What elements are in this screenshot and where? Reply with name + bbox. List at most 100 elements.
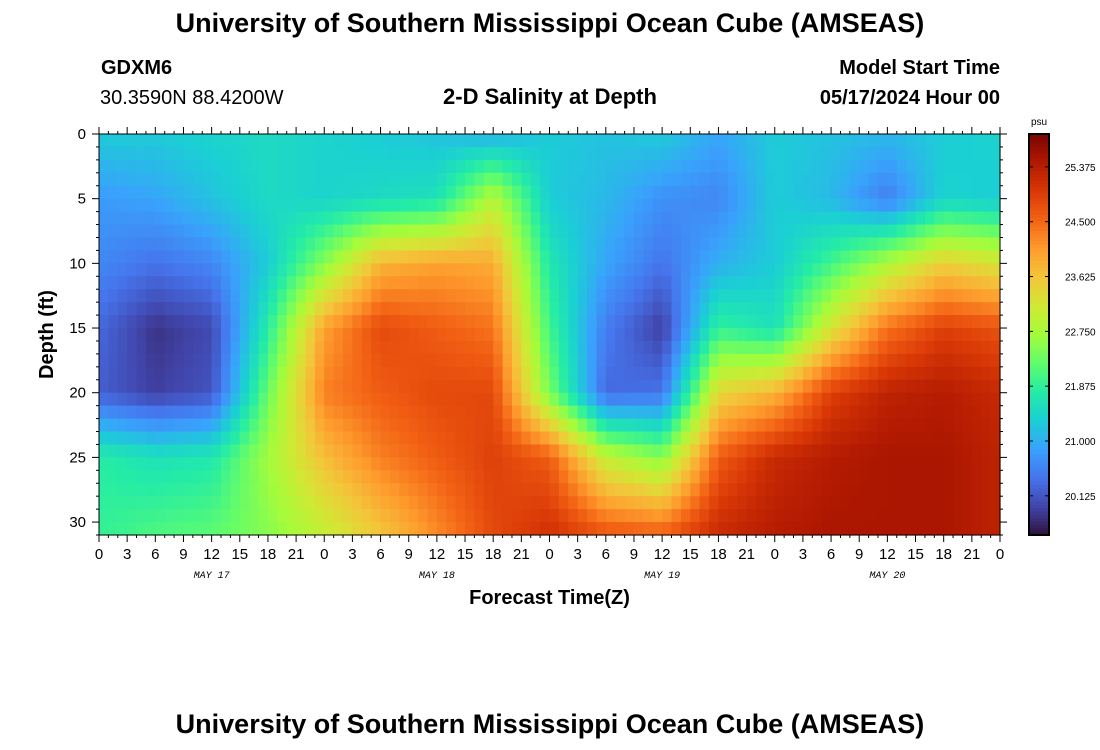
heatmap-cell bbox=[408, 328, 419, 342]
heatmap-cell bbox=[99, 211, 109, 226]
heatmap-cell bbox=[699, 198, 710, 213]
heatmap-cell bbox=[436, 431, 447, 446]
heatmap-cell bbox=[371, 418, 382, 433]
heatmap-cell bbox=[305, 509, 316, 523]
heatmap-cell bbox=[324, 328, 335, 342]
heatmap-cell bbox=[896, 263, 907, 277]
heatmap-cell bbox=[605, 353, 616, 368]
heatmap-cell bbox=[286, 134, 297, 148]
heatmap-cell bbox=[530, 340, 541, 355]
heatmap-cell bbox=[596, 289, 607, 303]
heatmap-cell bbox=[558, 470, 569, 484]
heatmap-cell bbox=[296, 366, 307, 381]
heatmap-cell bbox=[399, 224, 410, 239]
heatmap-cell bbox=[962, 431, 973, 446]
heatmap-cell bbox=[192, 134, 203, 148]
heatmap-cell bbox=[568, 134, 579, 148]
heatmap-cell bbox=[690, 237, 701, 252]
heatmap-cell bbox=[727, 392, 738, 407]
heatmap-cell bbox=[502, 328, 513, 342]
heatmap-cell bbox=[540, 134, 551, 148]
heatmap-cell bbox=[643, 211, 654, 226]
heatmap-cell bbox=[371, 289, 382, 303]
heatmap-cell bbox=[502, 483, 513, 497]
heatmap-cell bbox=[849, 172, 860, 187]
heatmap-cell bbox=[596, 172, 607, 187]
heatmap-cell bbox=[568, 276, 579, 290]
heatmap-cell bbox=[183, 353, 194, 368]
heatmap-cell bbox=[249, 522, 260, 536]
heatmap-cell bbox=[343, 302, 354, 316]
colorbar-segment bbox=[1029, 324, 1049, 329]
heatmap-cell bbox=[267, 379, 278, 394]
heatmap-cell bbox=[662, 340, 673, 355]
heatmap-cell bbox=[605, 198, 616, 213]
heatmap-cell bbox=[136, 418, 147, 433]
heatmap-cell bbox=[211, 405, 222, 420]
heatmap-cell bbox=[455, 211, 466, 226]
heatmap-cell bbox=[249, 198, 260, 213]
heatmap-cell bbox=[859, 405, 870, 420]
heatmap-cell bbox=[849, 263, 860, 277]
heatmap-cell bbox=[887, 509, 898, 523]
heatmap-cell bbox=[267, 483, 278, 497]
heatmap-cell bbox=[521, 431, 532, 446]
heatmap-cell bbox=[774, 276, 785, 290]
heatmap-cell bbox=[145, 276, 156, 290]
heatmap-cell bbox=[145, 172, 156, 187]
heatmap-cell bbox=[906, 366, 917, 381]
heatmap-cell bbox=[136, 457, 147, 471]
heatmap-cell bbox=[859, 250, 870, 264]
colorbar-segment bbox=[1029, 327, 1049, 332]
heatmap-cell bbox=[924, 431, 935, 446]
heatmap-cell bbox=[277, 198, 288, 213]
heatmap-cell bbox=[652, 483, 663, 497]
heatmap-cell bbox=[117, 405, 128, 420]
heatmap-cell bbox=[474, 134, 485, 148]
heatmap-cell bbox=[164, 392, 175, 407]
heatmap-cell bbox=[230, 509, 241, 523]
heatmap-cell bbox=[389, 263, 400, 277]
heatmap-cell bbox=[690, 302, 701, 316]
heatmap-cell bbox=[727, 237, 738, 252]
heatmap-cell bbox=[587, 328, 598, 342]
heatmap-cell bbox=[962, 302, 973, 316]
heatmap-cell bbox=[483, 418, 494, 433]
heatmap-cell bbox=[333, 509, 344, 523]
heatmap-cell bbox=[305, 340, 316, 355]
heatmap-cell bbox=[446, 237, 457, 252]
heatmap-cell bbox=[305, 392, 316, 407]
heatmap-cell bbox=[99, 185, 109, 200]
heatmap-cell bbox=[389, 431, 400, 446]
heatmap-cell bbox=[718, 340, 729, 355]
heatmap-cell bbox=[192, 431, 203, 446]
heatmap-cell bbox=[399, 198, 410, 213]
heatmap-cell bbox=[221, 146, 231, 161]
heatmap-cell bbox=[699, 224, 710, 239]
heatmap-cell bbox=[981, 211, 992, 226]
heatmap-cell bbox=[286, 237, 297, 252]
heatmap-cell bbox=[774, 224, 785, 239]
heatmap-cell bbox=[859, 211, 870, 226]
heatmap-cell bbox=[99, 146, 109, 161]
heatmap-cell bbox=[540, 224, 551, 239]
heatmap-cell bbox=[352, 146, 363, 161]
heatmap-cell bbox=[286, 276, 297, 290]
heatmap-cell bbox=[305, 496, 316, 510]
heatmap-cell bbox=[690, 211, 701, 226]
heatmap-cell bbox=[183, 224, 194, 239]
heatmap-cell bbox=[267, 444, 278, 458]
heatmap-cell bbox=[605, 340, 616, 355]
heatmap-cell bbox=[577, 263, 588, 277]
heatmap-cell bbox=[399, 379, 410, 394]
colorbar-segment bbox=[1029, 297, 1049, 302]
heatmap-cell bbox=[249, 470, 260, 484]
heatmap-cell bbox=[971, 353, 982, 368]
x-tick-label: 21 bbox=[288, 546, 305, 563]
heatmap-cell bbox=[868, 496, 879, 510]
heatmap-cell bbox=[831, 353, 842, 368]
heatmap-cell bbox=[953, 418, 964, 433]
heatmap-cell bbox=[164, 457, 175, 471]
heatmap-cell bbox=[493, 470, 504, 484]
x-tick-label: 0 bbox=[320, 546, 328, 563]
